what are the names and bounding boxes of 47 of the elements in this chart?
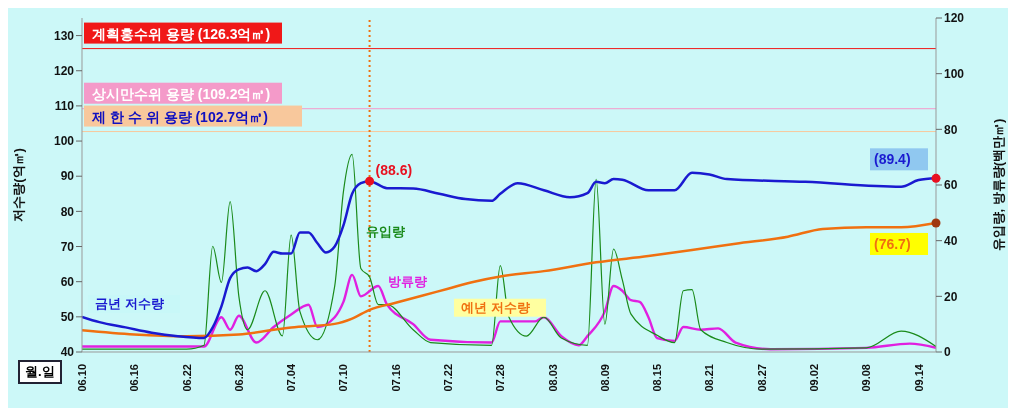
- x-tick-label: 08.21: [703, 364, 716, 392]
- y2-tick-label: 100: [944, 66, 965, 81]
- x-tick-label: 07.28: [494, 364, 507, 392]
- annotation: (88.6): [375, 162, 413, 179]
- x-tick-label: 07.04: [285, 363, 298, 392]
- x-axis-title: 월.일: [18, 360, 62, 384]
- y-tick-label: 90: [60, 169, 75, 184]
- y2-tick-label: 40: [944, 233, 958, 248]
- x-tick-label: 08.03: [546, 364, 559, 392]
- x-tick-label: 06.10: [76, 364, 88, 392]
- x-tick-label: 07.16: [389, 364, 402, 392]
- annotation: (89.4): [874, 151, 911, 168]
- x-tick-label: 06.28: [232, 364, 245, 392]
- ref-line-label: 상시만수위 용량 (109.2억㎥): [92, 85, 271, 102]
- y2-tick-label: 80: [944, 122, 958, 137]
- y-tick-label: 70: [60, 239, 75, 254]
- y-tick-label: 100: [53, 134, 75, 149]
- x-tick-label: 08.27: [755, 364, 768, 392]
- y-tick-label: 130: [53, 28, 75, 43]
- y-tick-label: 60: [60, 274, 75, 289]
- y2-axis-title: 유입량, 방류량(백만㎥): [990, 118, 1006, 252]
- series-label: 유입량: [366, 223, 406, 239]
- ref-line-label: 계획홍수위 용량 (126.3억㎥): [92, 25, 271, 42]
- series-label: 금년 저수량: [95, 296, 164, 312]
- y-tick-label: 50: [60, 310, 75, 325]
- series-label: 예년 저수량: [461, 300, 530, 316]
- x-tick-label: 09.02: [808, 364, 820, 392]
- y2-tick-label: 60: [944, 178, 958, 193]
- x-tick-label: 09.14: [912, 363, 925, 392]
- y-axis-title: 저수량(억㎥): [10, 148, 26, 222]
- x-tick-label: 07.22: [442, 364, 454, 392]
- series-label: 방류량: [388, 274, 428, 290]
- annotation: (76.7): [874, 235, 911, 252]
- x-tick-label: 08.15: [651, 364, 664, 392]
- x-tick-label: 09.08: [860, 364, 873, 392]
- y2-tick-label: 120: [944, 11, 965, 26]
- y2-tick-label: 0: [944, 345, 951, 360]
- y-tick-label: 110: [54, 99, 75, 114]
- y-tick-label: 120: [53, 64, 75, 78]
- ref-line-label: 제 한 수 위 용량 (102.7억㎥): [91, 108, 268, 125]
- y2-tick-label: 20: [944, 289, 958, 304]
- y-tick-label: 40: [60, 345, 75, 360]
- x-tick-label: 06.22: [180, 364, 193, 392]
- y-tick-label: 80: [60, 204, 75, 219]
- x-tick-label: 07.10: [337, 364, 350, 392]
- x-tick-label: 06.16: [128, 364, 141, 392]
- x-tick-label: 08.09: [598, 364, 611, 392]
